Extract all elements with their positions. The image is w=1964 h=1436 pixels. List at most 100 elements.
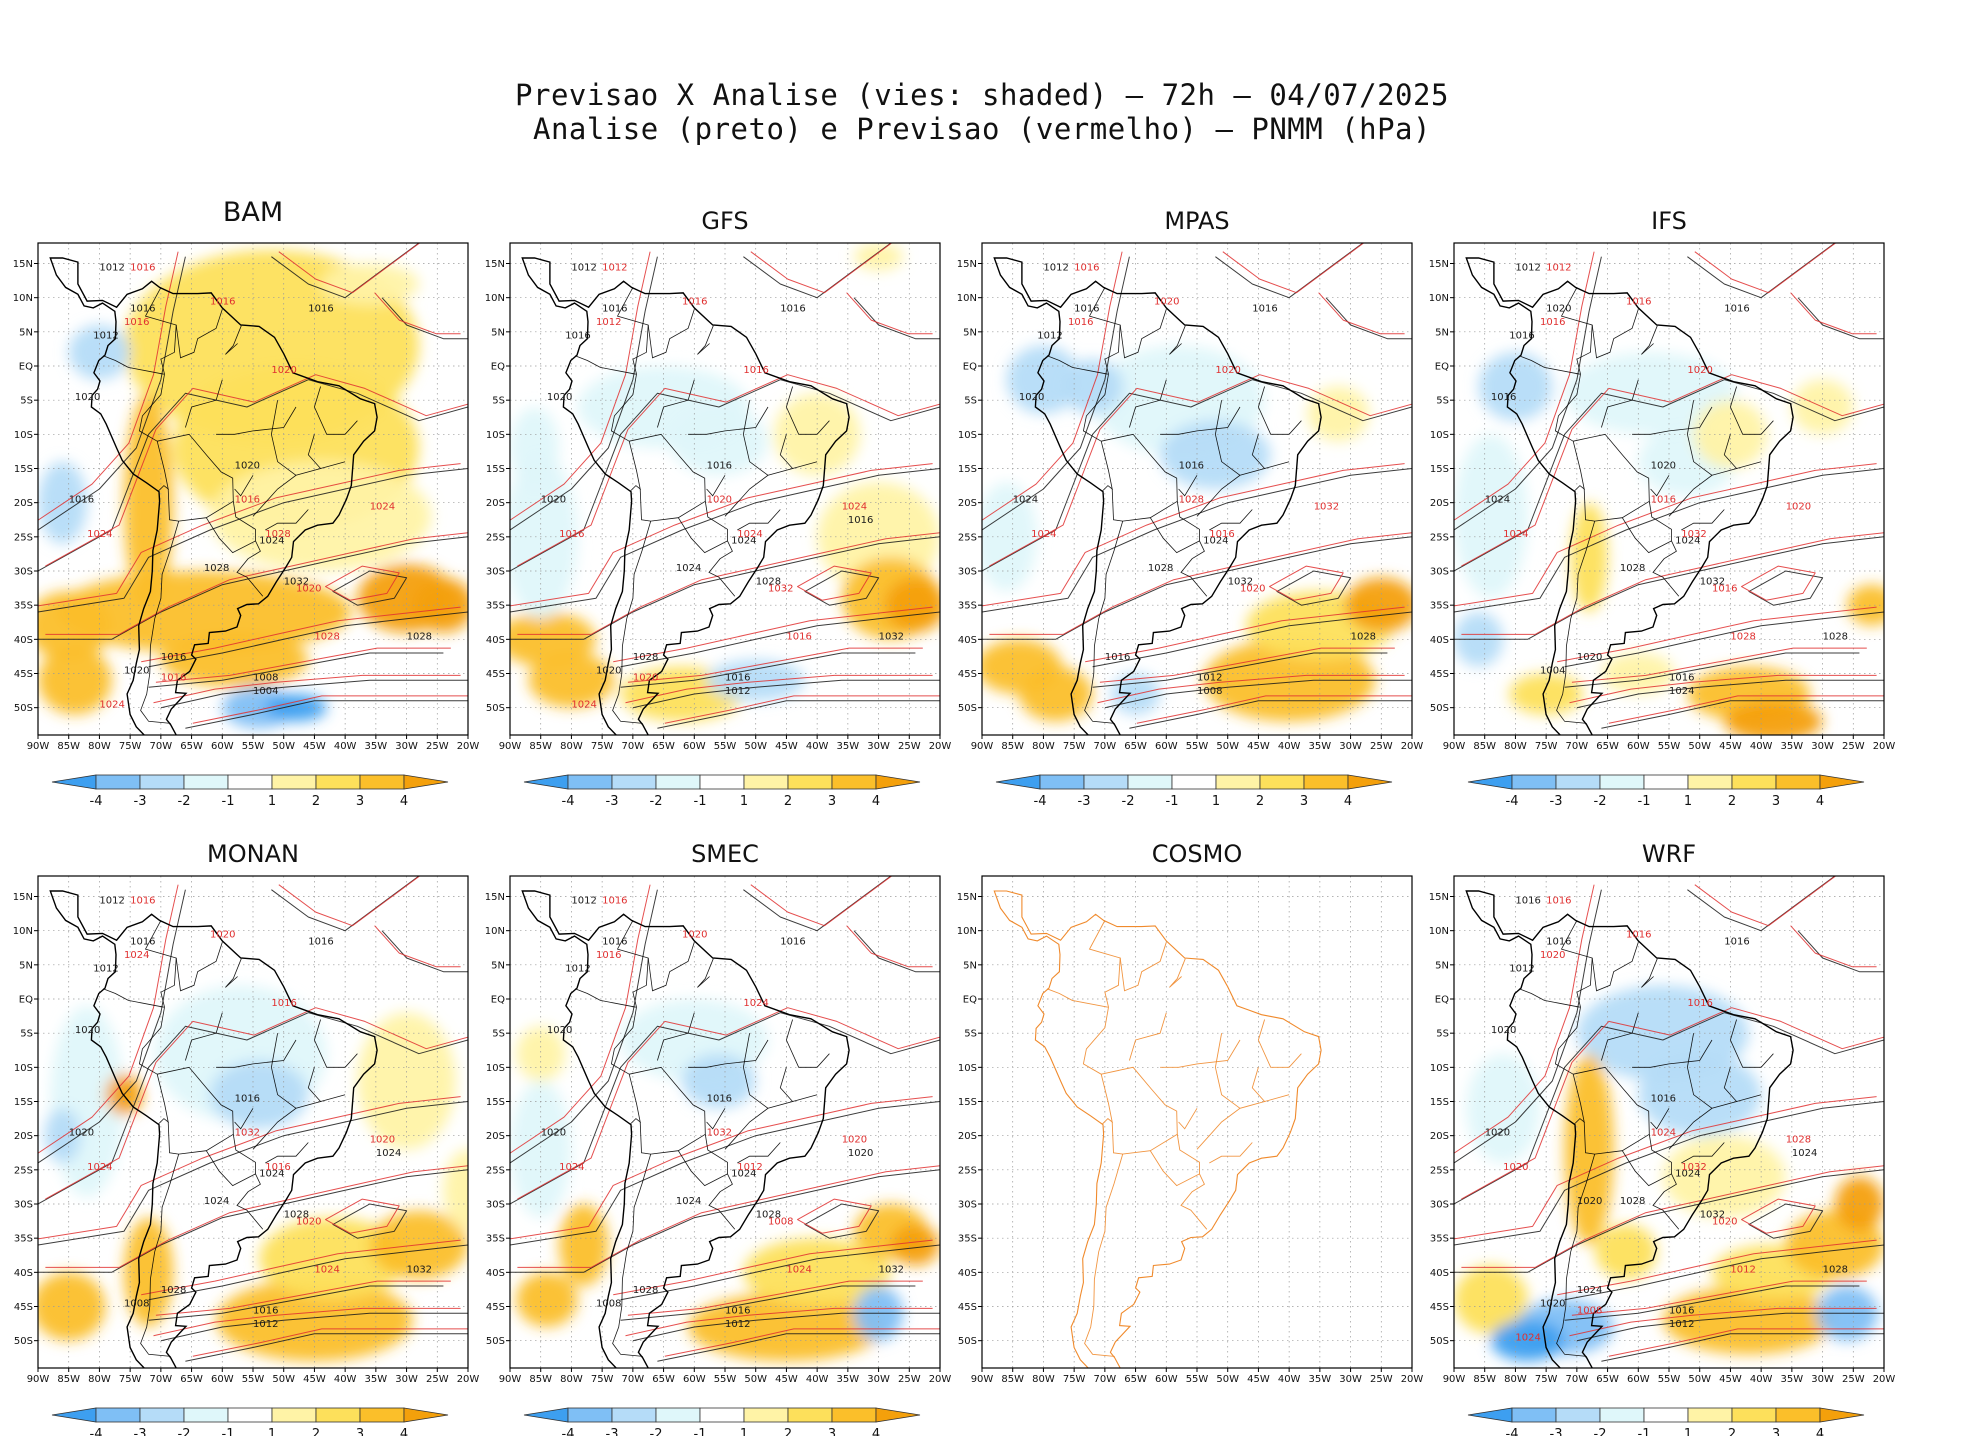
forecast-isobar-label: 1008 <box>1577 1305 1602 1316</box>
colorbar-tick-label: 4 <box>872 1427 880 1436</box>
analysis-isobar <box>510 256 658 531</box>
lon-tick-label: 20W <box>1401 741 1424 752</box>
lon-tick-label: 30W <box>1339 741 1362 752</box>
colorbar-segment <box>787 1407 833 1423</box>
lat-tick-label: EQ <box>491 995 505 1006</box>
analysis-isobar <box>1601 700 1884 729</box>
colorbar-segment <box>655 774 701 790</box>
colorbar-segment <box>1039 774 1085 790</box>
colorbar-tick-label: 1 <box>1684 794 1692 809</box>
colorbar-right-arrow <box>1819 774 1865 790</box>
forecast-isobar <box>278 876 421 927</box>
analysis-isobar-label: 1016 <box>848 515 873 526</box>
forecast-isobar <box>1694 243 1837 294</box>
analysis-isobar <box>1748 1203 1824 1239</box>
analysis-isobar-label: 1016 <box>1509 331 1534 342</box>
lon-tick-label: 40W <box>806 741 829 752</box>
isobars <box>38 876 468 1362</box>
country-border <box>610 287 649 492</box>
lat-tick-label: 10S <box>486 430 505 441</box>
lat-tick-label: 50S <box>14 1336 33 1347</box>
analysis-isobar-label: 1016 <box>308 936 333 947</box>
lon-tick-label: 85W <box>1001 741 1024 752</box>
country-border <box>612 1153 652 1357</box>
colorbar-tick-label: -3 <box>606 794 619 809</box>
forecast-isobar <box>325 1198 400 1234</box>
forecast-isobar <box>846 925 933 968</box>
country-border <box>1264 461 1290 469</box>
country-border <box>785 1019 830 1068</box>
forecast-isobar <box>1136 695 1412 724</box>
analysis-isobar-label: 1020 <box>1577 652 1602 663</box>
panel-title: MONAN <box>207 840 299 868</box>
lon-tick-label: 25W <box>1842 1374 1865 1385</box>
country-border <box>1169 325 1186 355</box>
panel-ifs: IFS 1012 1020 1016 1016 1016 1020 1024 1024 1028 1… <box>1416 193 1896 809</box>
forecast-isobar-label: 1020 <box>271 365 296 376</box>
analysis-isobar <box>1564 611 1884 668</box>
colorbar-segment <box>139 774 185 790</box>
forecast-isobar <box>1454 884 1595 1154</box>
lon-tick-label: 35W <box>365 741 388 752</box>
forecast-isobar-label: 1032 <box>1314 502 1339 513</box>
lon-tick-label: 30W <box>1811 1374 1834 1385</box>
forecast-isobar <box>1790 925 1877 968</box>
country-border <box>1084 1153 1124 1357</box>
forecast-isobar-label: 1016 <box>1209 529 1234 540</box>
analysis-isobar-label: 1016 <box>1724 303 1749 314</box>
analysis-isobar <box>510 889 658 1164</box>
country-border <box>1178 1108 1198 1130</box>
lon-tick-label: 55W <box>714 1374 737 1385</box>
axes: 15N 10N 5N EQ 5S 10S 15S 20S 25S 30S 35S 40S 45S 50S 9… <box>957 892 1424 1385</box>
analysis-isobar-label: 1024 <box>676 563 701 574</box>
bias-area <box>265 694 327 722</box>
country-border <box>225 958 242 988</box>
forecast-isobar <box>1461 1007 1884 1200</box>
country-border <box>102 988 164 1008</box>
forecast-isobar <box>1454 251 1595 521</box>
bias-area <box>528 653 615 708</box>
analysis-isobar <box>148 652 444 688</box>
lon-tick-label: 55W <box>1186 1374 1209 1385</box>
analysis-isobar <box>982 536 1412 640</box>
bias-area <box>1454 434 1528 599</box>
lat-tick-label: 35S <box>958 1234 977 1245</box>
analysis-isobar <box>1564 1244 1884 1301</box>
lat-tick-label: EQ <box>19 362 33 373</box>
forecast-isobar <box>45 532 468 635</box>
colorbar-tick-label: 2 <box>784 1427 792 1436</box>
colorbar-tick-label: -2 <box>178 794 191 809</box>
analysis-isobar-label: 1012 <box>571 262 596 273</box>
analysis-isobar <box>982 256 1130 531</box>
forecast-isobar-label: 1020 <box>707 495 732 506</box>
lon-tick-label: 40W <box>1750 741 1773 752</box>
analysis-isobar <box>1576 679 1884 709</box>
lon-tick-label: 40W <box>1278 1374 1301 1385</box>
forecast-isobar <box>797 565 872 601</box>
forecast-isobar-label: 1024 <box>1515 1333 1540 1344</box>
analysis-isobar-label: 1016 <box>1546 936 1571 947</box>
lat-tick-label: 50S <box>1430 703 1449 714</box>
bias-area <box>259 1217 407 1300</box>
lat-tick-label: 10N <box>485 293 505 304</box>
country-border <box>1196 1067 1266 1150</box>
country-border <box>102 355 164 375</box>
analysis-isobar-label: 1024 <box>1675 1169 1700 1180</box>
panel-smec: SMEC 1012 1016 1012 1016 1020 1016 1020 1024 1024… <box>472 826 952 1436</box>
lon-tick-label: 20W <box>1401 1374 1424 1385</box>
lon-tick-label: 20W <box>457 741 480 752</box>
colorbar-tick-label: -1 <box>1638 794 1651 809</box>
colorbar-segment <box>699 774 745 790</box>
lon-tick-label: 50W <box>1688 1374 1711 1385</box>
lat-tick-label: 25S <box>1430 532 1449 543</box>
lon-tick-label: 45W <box>1247 741 1270 752</box>
analysis-isobar-label: 1032 <box>284 577 309 588</box>
map-canvas: 1012 1016 1012 1016 1020 1016 1020 1024 1024 1028… <box>13 875 479 1436</box>
analysis-isobar <box>38 1012 468 1205</box>
colorbar-left-arrow <box>523 1407 569 1423</box>
colorbar-tick-label: 4 <box>872 794 880 809</box>
analysis-isobar-label: 1012 <box>1197 672 1222 683</box>
lat-tick-label: 40S <box>14 1268 33 1279</box>
lat-tick-label: 20S <box>958 1131 977 1142</box>
forecast-isobar <box>1741 565 1816 601</box>
